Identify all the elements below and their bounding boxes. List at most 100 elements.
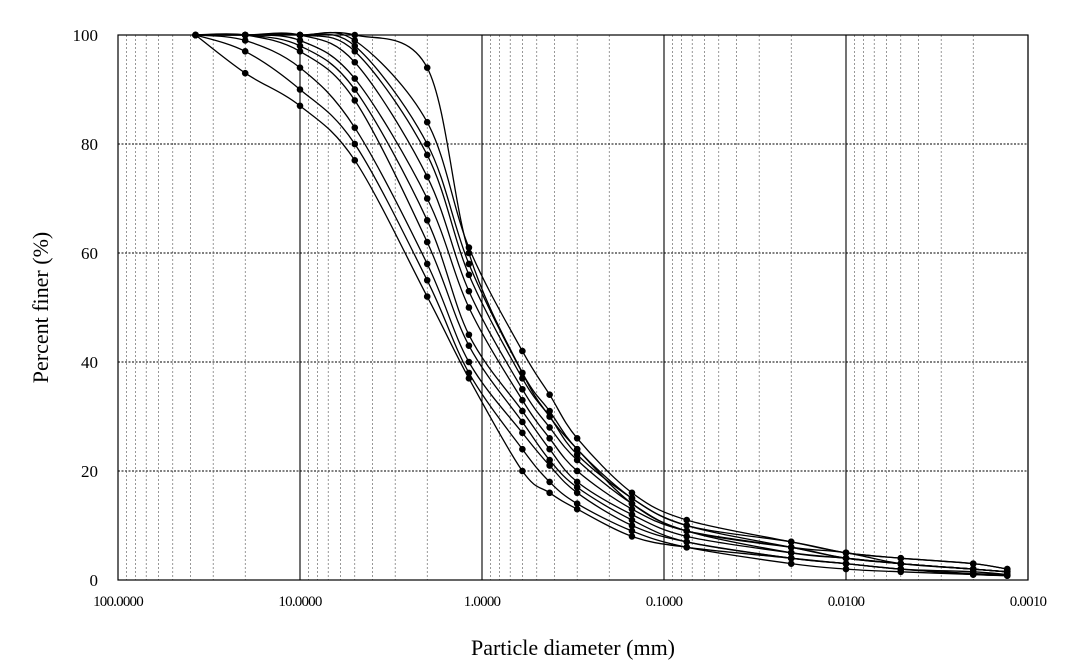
data-point xyxy=(842,549,850,557)
data-point xyxy=(351,97,359,104)
data-point xyxy=(465,287,473,295)
data-point xyxy=(842,554,850,562)
data-point xyxy=(628,494,636,502)
data-point xyxy=(546,413,553,420)
data-point xyxy=(465,331,473,339)
x-axis-tick-labels: 100.0000 10.0000 1.0000 0.1000 0.0100 0.0010 xyxy=(93,594,1047,610)
x-tick-label: 1.0000 xyxy=(464,594,501,610)
data-point xyxy=(546,489,553,497)
data-point xyxy=(628,533,636,540)
data-point xyxy=(787,560,795,567)
data-point xyxy=(465,369,473,377)
data-point xyxy=(683,538,691,546)
data-point xyxy=(842,560,850,567)
data-point xyxy=(628,505,636,513)
data-point xyxy=(573,456,581,464)
data-point xyxy=(241,37,249,44)
data-point xyxy=(969,571,977,578)
data-point xyxy=(296,86,304,93)
data-point xyxy=(683,533,691,540)
data-point xyxy=(519,385,526,393)
data-point xyxy=(628,516,636,524)
data-point xyxy=(351,58,359,66)
data-point xyxy=(351,124,359,131)
data-point xyxy=(546,478,553,486)
data-point xyxy=(465,304,473,311)
data-point xyxy=(296,37,304,44)
data-point xyxy=(628,527,636,535)
data-point xyxy=(628,500,636,508)
data-point xyxy=(787,544,795,551)
x-tick-label: 0.0010 xyxy=(1010,594,1047,610)
data-point xyxy=(683,527,691,535)
plot-area-border xyxy=(117,34,1029,581)
data-point xyxy=(423,151,431,159)
data-point xyxy=(519,418,526,426)
data-point xyxy=(897,554,905,562)
data-point xyxy=(546,445,553,453)
data-point xyxy=(969,560,977,567)
data-point xyxy=(546,435,553,442)
data-point xyxy=(423,293,431,300)
data-point xyxy=(573,484,581,491)
data-point xyxy=(519,429,526,437)
y-tick-label: 0 xyxy=(90,571,99,590)
series-group xyxy=(192,31,1011,579)
data-point xyxy=(628,489,636,497)
data-point xyxy=(241,48,249,55)
data-point xyxy=(683,544,691,551)
data-point xyxy=(465,358,473,366)
data-point xyxy=(423,238,431,246)
data-point xyxy=(423,173,431,180)
x-tick-label: 100.0000 xyxy=(93,594,143,610)
data-point xyxy=(241,31,249,39)
y-axis-title: Percent finer (%) xyxy=(28,232,53,383)
data-point xyxy=(1003,568,1011,576)
data-point xyxy=(351,48,359,55)
series-10 xyxy=(192,31,1011,573)
data-point xyxy=(683,522,691,529)
data-point xyxy=(351,31,359,39)
data-point xyxy=(519,396,526,404)
data-point xyxy=(628,511,636,518)
data-point xyxy=(519,467,526,475)
data-point xyxy=(296,64,304,71)
data-point xyxy=(423,276,431,284)
series-4 xyxy=(192,31,1011,579)
data-point xyxy=(573,467,581,475)
data-point xyxy=(969,565,977,573)
data-point xyxy=(787,549,795,557)
data-point xyxy=(351,157,359,164)
data-point xyxy=(423,64,431,71)
data-point xyxy=(897,560,905,567)
y-axis-tick-labels: 0 20 40 60 80 100 xyxy=(73,26,99,590)
y-tick-label: 80 xyxy=(81,135,98,154)
data-point xyxy=(546,462,553,469)
data-point xyxy=(628,522,636,529)
y-tick-label: 40 xyxy=(81,353,98,372)
data-point xyxy=(241,69,249,77)
data-point xyxy=(787,538,795,546)
data-point xyxy=(296,48,304,55)
data-point xyxy=(546,391,553,399)
data-point xyxy=(546,407,553,415)
data-point xyxy=(573,500,581,508)
data-point xyxy=(351,42,359,50)
grid-lines xyxy=(118,34,1029,581)
data-point xyxy=(519,445,526,453)
data-point xyxy=(423,217,431,224)
data-point xyxy=(465,249,473,257)
y-tick-label: 60 xyxy=(81,244,98,263)
series-line xyxy=(195,31,1008,570)
data-point xyxy=(573,451,581,458)
data-point xyxy=(351,86,359,93)
data-point xyxy=(519,347,526,355)
data-point xyxy=(351,140,359,148)
data-point xyxy=(787,554,795,562)
data-point xyxy=(573,435,581,442)
data-point xyxy=(573,445,581,453)
data-point xyxy=(465,342,473,349)
